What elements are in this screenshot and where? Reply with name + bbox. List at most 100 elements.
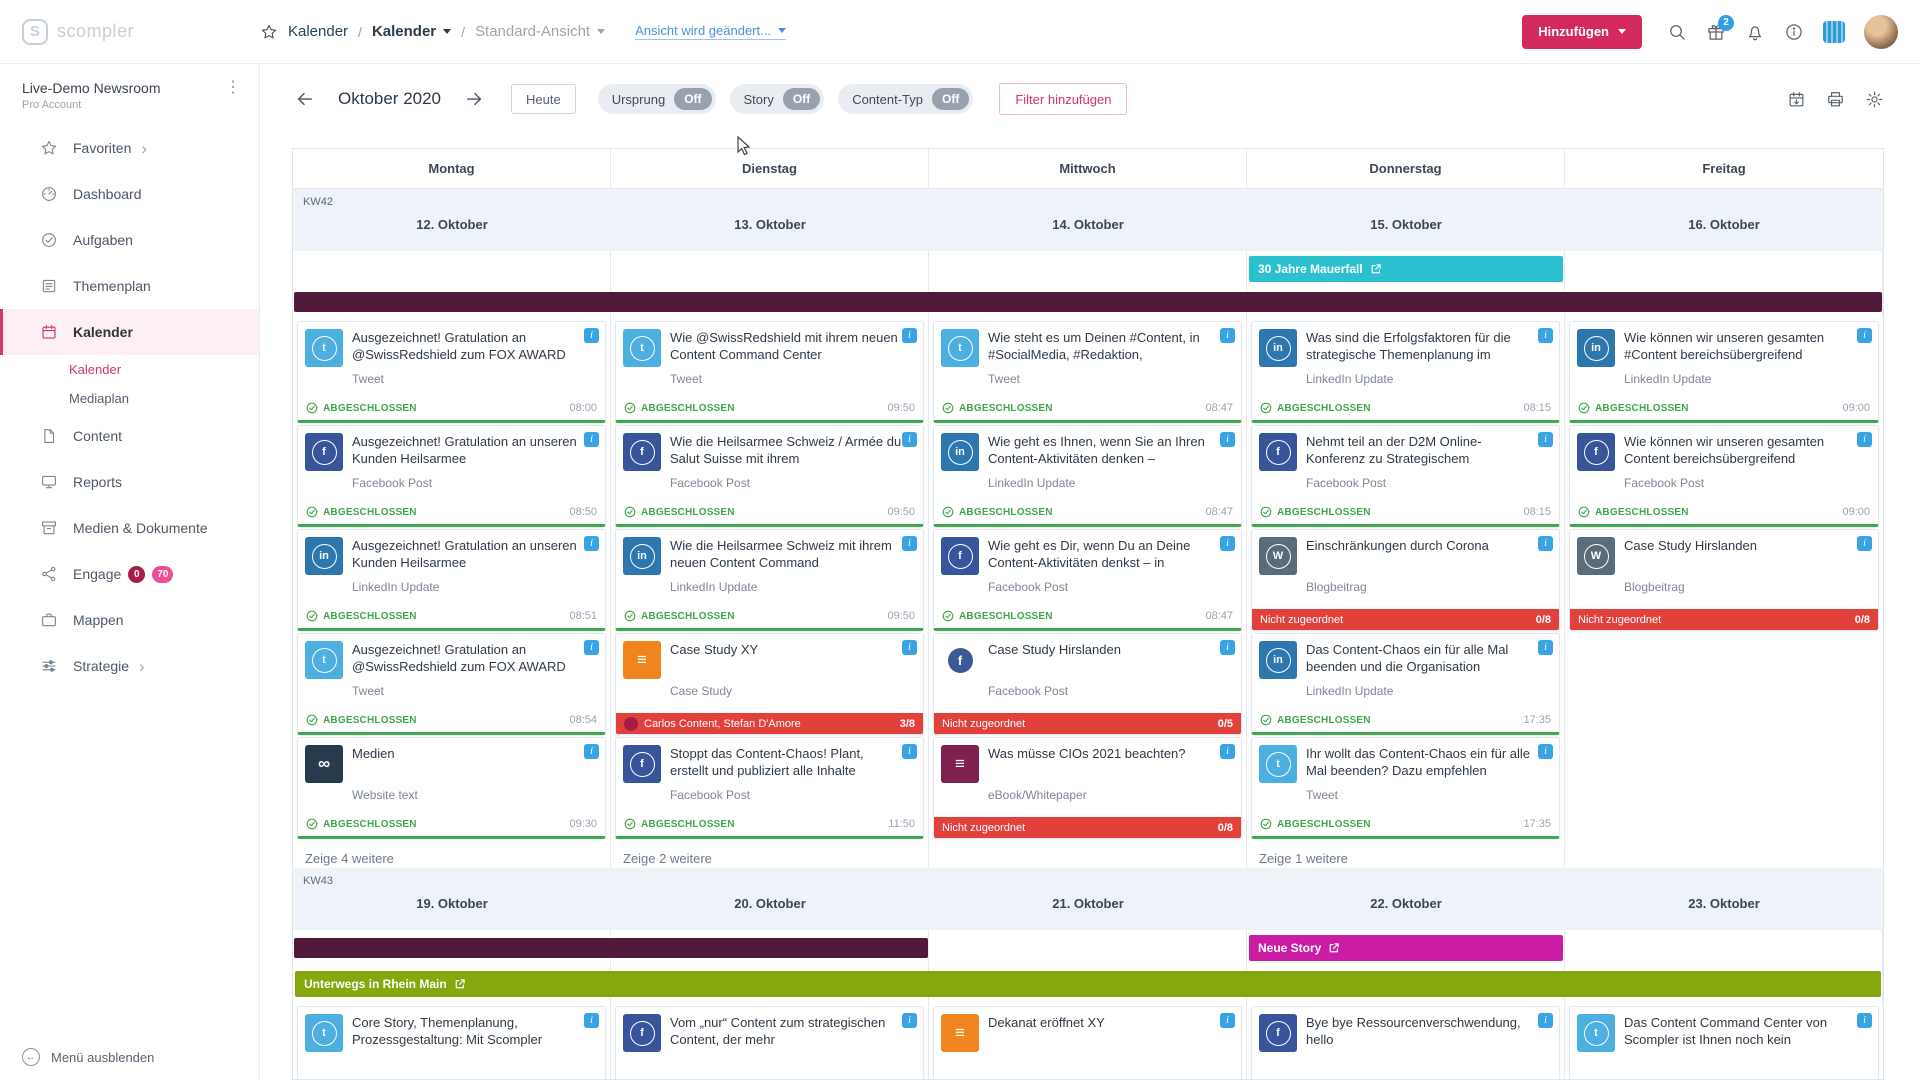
workspace-switcher[interactable]: Live-Demo Newsroom Pro Account ⋮: [0, 64, 259, 125]
info-badge-icon[interactable]: i: [584, 328, 599, 343]
sidebar-subitem-kalender[interactable]: Kalender: [69, 362, 122, 377]
sidebar-item-reports[interactable]: Reports: [0, 459, 259, 505]
story-bar[interactable]: [294, 938, 928, 958]
event-card[interactable]: f Wie die Heilsarmee Schweiz / Armée du S…: [615, 425, 924, 527]
breadcrumb-view-select[interactable]: Standard-Ansicht: [475, 23, 606, 40]
breadcrumb-root[interactable]: Kalender: [288, 23, 349, 40]
event-card[interactable]: W Case Study Hirslanden i Blogbeitrag Nicht …: [1569, 529, 1879, 631]
event-card[interactable]: W Einschränkungen durch Corona i Blogbeitra…: [1251, 529, 1560, 631]
date-label[interactable]: 15. Oktober: [1370, 217, 1442, 232]
event-card[interactable]: f Nehmt teil an der D2M Online-Konferenz …: [1251, 425, 1560, 527]
show-more-link[interactable]: Zeige 4 weitere: [305, 851, 394, 866]
print-icon[interactable]: [1826, 90, 1845, 109]
event-card[interactable]: f Ausgezeichnet! Gratulation an unseren K…: [297, 425, 606, 527]
event-card[interactable]: in Das Content-Chaos ein für alle Mal bee…: [1251, 633, 1560, 735]
event-card[interactable]: t Das Content Command Center von Scompler…: [1569, 1006, 1879, 1079]
add-filter-button[interactable]: Filter hinzufügen: [999, 83, 1128, 115]
date-label[interactable]: 19. Oktober: [416, 896, 488, 911]
event-card[interactable]: f Bye bye Ressourcenverschwendung, hello i: [1251, 1006, 1560, 1079]
info-badge-icon[interactable]: i: [1857, 1013, 1872, 1028]
sidebar-item-mappen[interactable]: Mappen: [0, 597, 259, 643]
sidebar-item-content[interactable]: Content: [0, 413, 259, 459]
event-card[interactable]: in Was sind die Erfolgsfaktoren für die s…: [1251, 321, 1560, 423]
info-badge-icon[interactable]: i: [1538, 328, 1553, 343]
event-card[interactable]: in Wie können wir unseren gesamten #Conte…: [1569, 321, 1879, 423]
info-badge-icon[interactable]: i: [1857, 432, 1872, 447]
event-card[interactable]: f Wie können wir unseren gesamten Content…: [1569, 425, 1879, 527]
date-label[interactable]: 20. Oktober: [734, 896, 806, 911]
user-avatar[interactable]: [1864, 14, 1898, 49]
info-badge-icon[interactable]: i: [584, 536, 599, 551]
next-month-button[interactable]: [463, 88, 485, 110]
info-badge-icon[interactable]: i: [902, 432, 917, 447]
info-badge-icon[interactable]: i: [1220, 1013, 1235, 1028]
event-card[interactable]: f Vom „nur“ Content zum strategischen Con…: [615, 1006, 924, 1079]
story-banner[interactable]: Unterwegs in Rhein Main: [295, 971, 1881, 997]
sidebar-item-medien-dokumente[interactable]: Medien & Dokumente: [0, 505, 259, 551]
event-card[interactable]: t Ausgezeichnet! Gratulation an @SwissRed…: [297, 321, 606, 423]
event-card[interactable]: f Stoppt das Content-Chaos! Plant, erstel…: [615, 737, 924, 839]
sidebar-item-themenplan[interactable]: Themenplan: [0, 263, 259, 309]
date-label[interactable]: 22. Oktober: [1370, 896, 1442, 911]
info-badge-icon[interactable]: i: [584, 744, 599, 759]
filter-toggle-story[interactable]: Story Off: [729, 84, 825, 114]
sidebar-item-kalender[interactable]: Kalender: [0, 309, 259, 355]
sidebar-item-engage[interactable]: Engage 0 70: [0, 551, 259, 597]
event-card[interactable]: in Ausgezeichnet! Gratulation an unseren …: [297, 529, 606, 631]
show-more-link[interactable]: Zeige 1 weitere: [1259, 851, 1348, 866]
prev-month-button[interactable]: [294, 88, 316, 110]
date-label[interactable]: 12. Oktober: [416, 217, 488, 232]
today-button[interactable]: Heute: [511, 84, 576, 114]
search-icon[interactable]: [1667, 22, 1687, 42]
sidebar-item-aufgaben[interactable]: Aufgaben: [0, 217, 259, 263]
info-badge-icon[interactable]: i: [1538, 1013, 1553, 1028]
info-badge-icon[interactable]: i: [1220, 328, 1235, 343]
calendar-export-icon[interactable]: [1787, 90, 1806, 109]
hide-menu-button[interactable]: ← Menü ausblenden: [22, 1048, 154, 1066]
date-label[interactable]: 16. Oktober: [1688, 217, 1760, 232]
story-banner[interactable]: Neue Story: [1249, 935, 1563, 961]
sidebar-item-dashboard[interactable]: Dashboard: [0, 171, 259, 217]
show-more-link[interactable]: Zeige 2 weitere: [623, 851, 712, 866]
event-card[interactable]: t Ausgezeichnet! Gratulation an @SwissRed…: [297, 633, 606, 735]
info-badge-icon[interactable]: i: [902, 744, 917, 759]
event-card[interactable]: in Wie die Heilsarmee Schweiz mit ihrem n…: [615, 529, 924, 631]
sidebar-item-favoriten[interactable]: Favoriten ›: [0, 125, 259, 171]
info-badge-icon[interactable]: i: [902, 536, 917, 551]
info-badge-icon[interactable]: i: [1538, 432, 1553, 447]
favorite-star-icon[interactable]: [260, 23, 278, 41]
app-logo[interactable]: S scompler: [0, 18, 260, 45]
event-card[interactable]: ∞ Medien i Website text ABGESCHLOSSEN 09:30: [297, 737, 606, 839]
info-badge-icon[interactable]: i: [1538, 744, 1553, 759]
info-badge-icon[interactable]: i: [1220, 640, 1235, 655]
kebab-menu-icon[interactable]: ⋮: [225, 79, 241, 96]
date-label[interactable]: 13. Oktober: [734, 217, 806, 232]
event-card[interactable]: f Wie geht es Dir, wenn Du an Deine Conte…: [933, 529, 1242, 631]
gift-icon[interactable]: 2: [1706, 14, 1734, 42]
info-badge-icon[interactable]: i: [902, 328, 917, 343]
event-card[interactable]: t Wie steht es um Deinen #Content, in #So…: [933, 321, 1242, 423]
event-card[interactable]: ≡ Dekanat eröffnet XY i: [933, 1006, 1242, 1079]
date-label[interactable]: 14. Oktober: [1052, 217, 1124, 232]
add-button[interactable]: Hinzufügen: [1522, 14, 1642, 49]
story-bar[interactable]: [294, 292, 1882, 312]
info-badge-icon[interactable]: i: [584, 640, 599, 655]
info-badge-icon[interactable]: i: [1857, 536, 1872, 551]
event-card[interactable]: in Wie geht es Ihnen, wenn Sie an Ihren C…: [933, 425, 1242, 527]
sidebar-subitem-mediaplan[interactable]: Mediaplan: [69, 391, 129, 406]
story-banner[interactable]: 30 Jahre Mauerfall: [1249, 256, 1563, 282]
event-card[interactable]: t Wie @SwissRedshield mit ihrem neuen Con…: [615, 321, 924, 423]
info-badge-icon[interactable]: i: [902, 640, 917, 655]
info-badge-icon[interactable]: i: [1538, 536, 1553, 551]
sidebar-item-strategie[interactable]: Strategie ›: [0, 643, 259, 689]
bell-icon[interactable]: [1745, 22, 1765, 42]
breadcrumb-section-select[interactable]: Kalender: [372, 23, 452, 40]
info-badge-icon[interactable]: i: [584, 1013, 599, 1028]
info-badge-icon[interactable]: i: [1857, 328, 1872, 343]
info-badge-icon[interactable]: i: [1220, 536, 1235, 551]
info-badge-icon[interactable]: i: [902, 1013, 917, 1028]
date-label[interactable]: 23. Oktober: [1688, 896, 1760, 911]
event-card[interactable]: ≡ Case Study XY i Case Study Carlos Content,…: [615, 633, 924, 735]
info-badge-icon[interactable]: i: [1220, 744, 1235, 759]
filter-toggle-ursprung[interactable]: Ursprung Off: [597, 84, 716, 114]
